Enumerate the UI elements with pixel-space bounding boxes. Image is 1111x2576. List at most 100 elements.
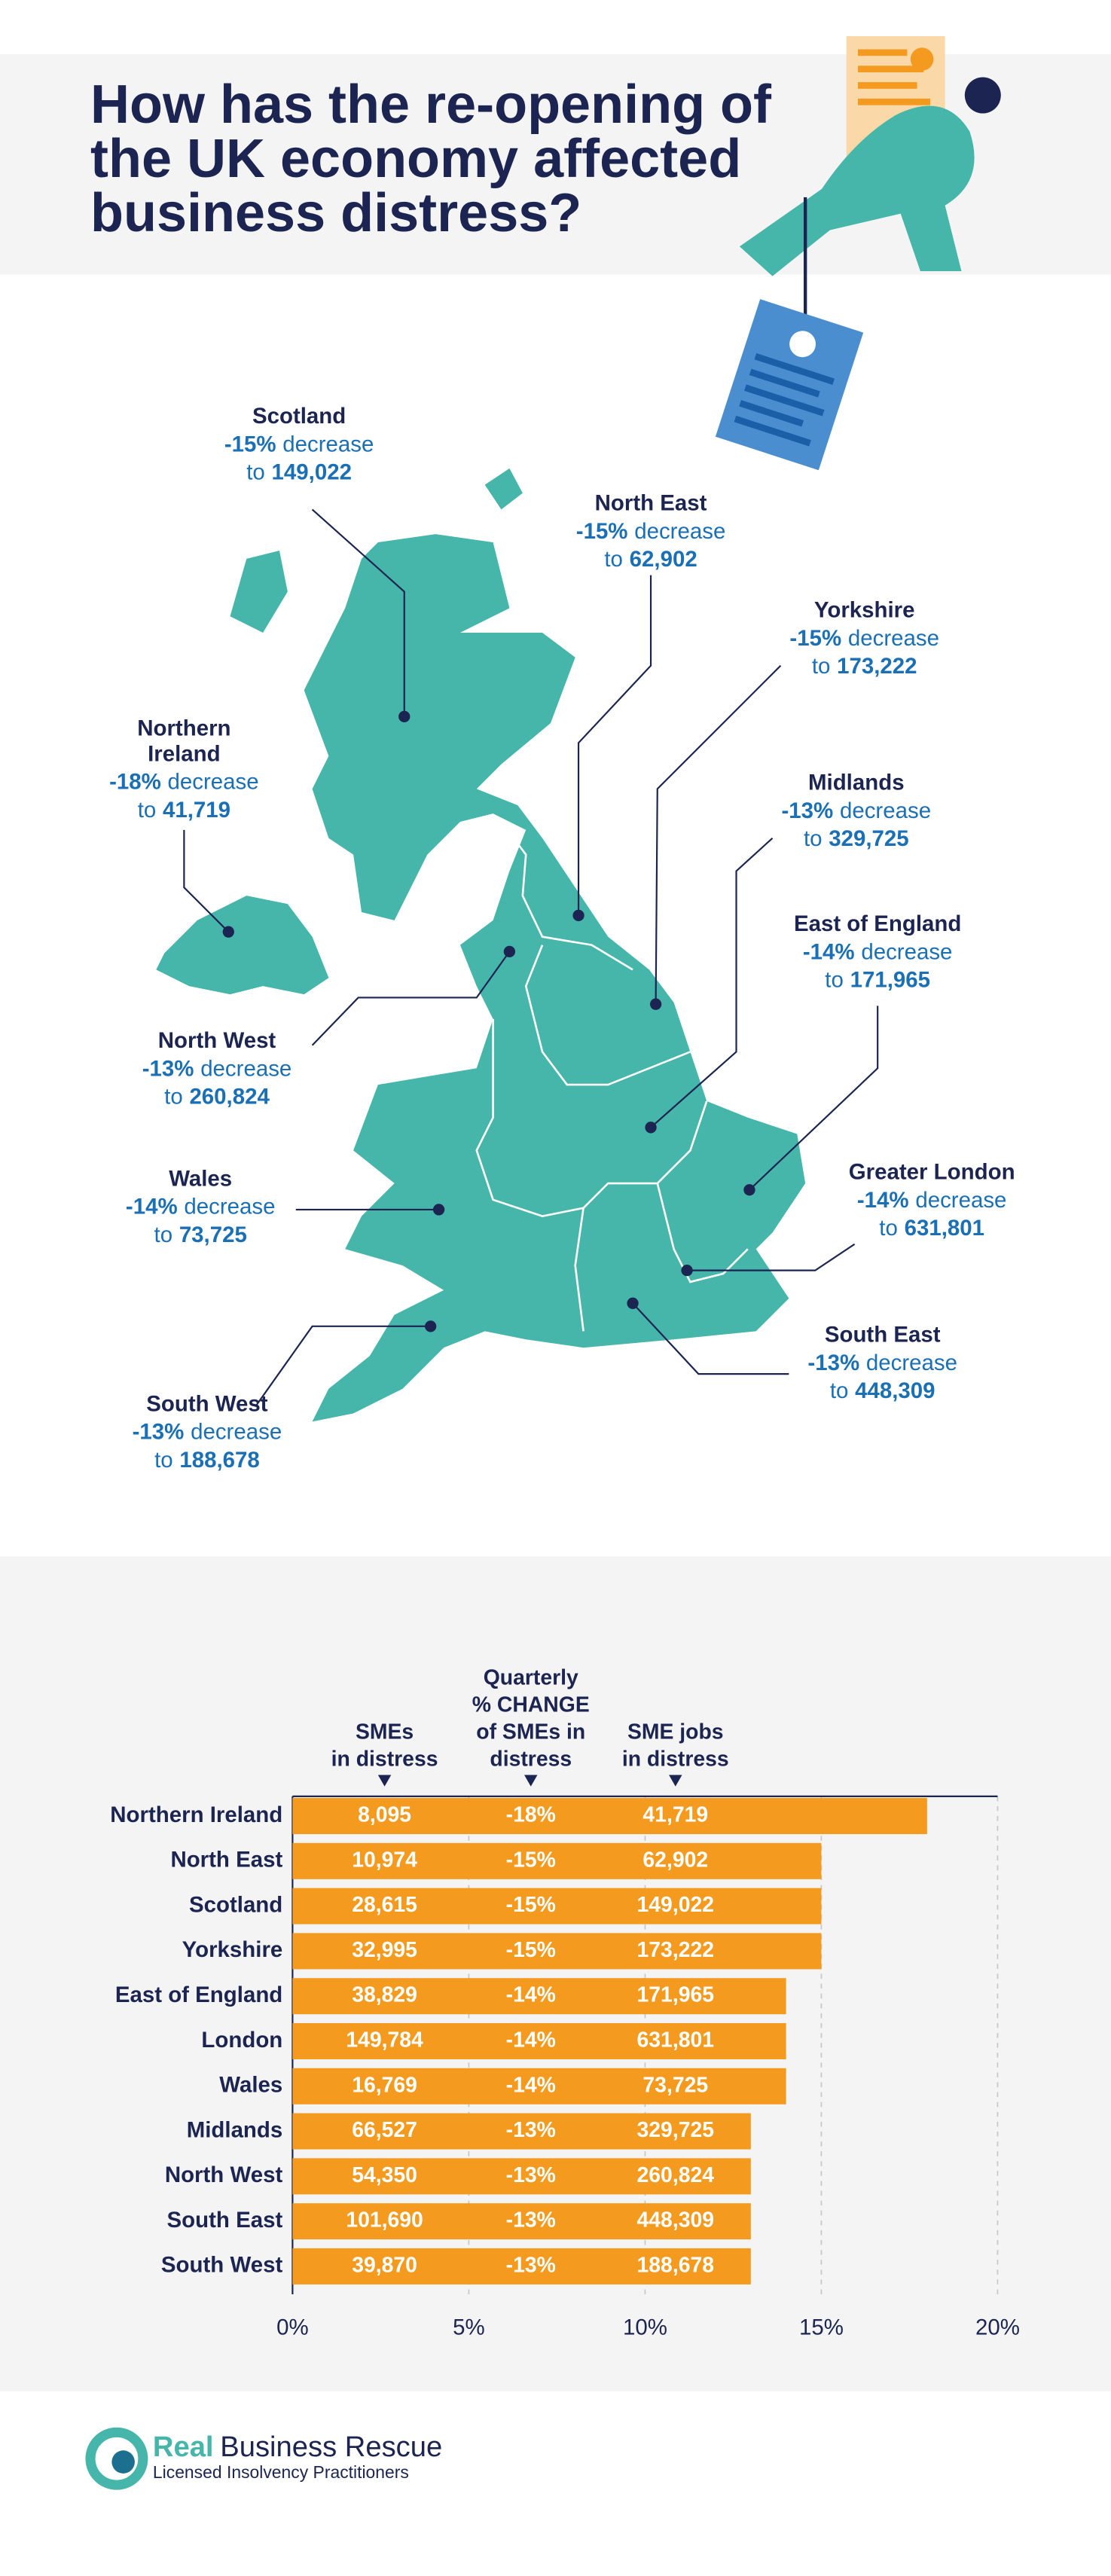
region-value: to 149,022: [246, 459, 352, 484]
region-change: -14% decrease: [857, 1188, 1007, 1213]
table-cell: -13%: [506, 2208, 556, 2233]
region-value: to 260,824: [164, 1084, 270, 1109]
region-name: North East: [595, 491, 707, 516]
table-cell: 32,995: [352, 1938, 417, 1962]
region-dot: [649, 998, 662, 1010]
category-label: Yorkshire: [182, 1937, 283, 1962]
region-name: Northern: [137, 716, 230, 741]
x-tick-label: 10%: [623, 2315, 667, 2340]
islands: [484, 468, 523, 510]
table-cell: 149,022: [637, 1893, 715, 1917]
table-cell: 329,725: [637, 2118, 715, 2142]
change-text: decrease: [168, 769, 259, 794]
leader-line: [632, 1302, 789, 1375]
table-cell: 41,719: [642, 1803, 708, 1827]
region-name: Wales: [169, 1166, 232, 1191]
table-cell: 173,222: [637, 1938, 715, 1962]
region-dot: [572, 909, 584, 921]
region-name: East of England: [794, 911, 961, 936]
table-cell: 54,350: [352, 2163, 417, 2187]
category-label: North West: [165, 2162, 283, 2187]
bar: [292, 1933, 822, 1970]
region-change: -18% decrease: [109, 769, 259, 794]
change-text: decrease: [200, 1056, 291, 1081]
value-text: 73,725: [179, 1222, 247, 1247]
bar: [292, 2068, 786, 2104]
category-label: Scotland: [189, 1892, 282, 1917]
table-cell: -18%: [506, 1803, 556, 1827]
table-cell: -13%: [506, 2253, 556, 2277]
region-value: to 171,965: [825, 967, 930, 992]
leader-line: [311, 508, 405, 717]
category-label: Midlands: [187, 2117, 283, 2142]
region-name: Midlands: [808, 771, 905, 795]
region-name: Yorkshire: [814, 597, 915, 622]
change-pct: -14%: [126, 1195, 178, 1219]
great-britain: [304, 534, 806, 1422]
region-change: -13% decrease: [807, 1351, 957, 1375]
table-cell: 149,784: [346, 2028, 423, 2052]
leader-line: [749, 1006, 879, 1191]
x-tick-label: 15%: [799, 2315, 844, 2340]
bar: [292, 2203, 751, 2240]
change-pct: -13%: [807, 1351, 859, 1375]
header-arrow: [524, 1775, 538, 1787]
region-name: Scotland: [252, 404, 346, 429]
change-pct: -13%: [142, 1056, 194, 1081]
region-name: South West: [146, 1391, 268, 1416]
value-text: 171,965: [850, 967, 930, 992]
bar: [292, 2158, 751, 2195]
leader-line: [687, 1243, 856, 1271]
category-label: South East: [167, 2208, 283, 2233]
x-tick-label: 5%: [453, 2315, 485, 2340]
to-text: to: [604, 547, 623, 572]
change-text: decrease: [861, 939, 952, 964]
category-label: Northern Ireland: [110, 1802, 282, 1827]
to-text: to: [812, 654, 831, 679]
region-dot: [503, 945, 516, 957]
table-cell: 631,801: [637, 2028, 715, 2052]
to-text: to: [246, 459, 265, 484]
to-text: to: [804, 826, 823, 851]
table-cell: 448,309: [637, 2208, 715, 2233]
category-label: Wales: [219, 2073, 282, 2098]
value-text: 260,824: [189, 1084, 270, 1109]
leader-line: [311, 951, 511, 1046]
logo-mark: [111, 2450, 135, 2474]
change-pct: -14%: [857, 1188, 909, 1213]
change-pct: -15%: [576, 519, 628, 544]
x-tick-label: 20%: [975, 2315, 1020, 2340]
brand: Real Business Rescue: [153, 2431, 442, 2463]
category-label: South West: [161, 2253, 283, 2278]
region-change: -15% decrease: [789, 626, 939, 651]
change-text: decrease: [915, 1188, 1006, 1213]
table-cell: -15%: [506, 1848, 556, 1872]
region-value: to 448,309: [830, 1378, 935, 1403]
table-cell: 260,824: [637, 2163, 715, 2187]
leader-line: [577, 575, 652, 916]
table-cell: 62,902: [642, 1848, 708, 1872]
region-dot: [627, 1297, 639, 1309]
region-change: -13% decrease: [782, 798, 932, 823]
change-pct: -13%: [782, 798, 834, 823]
region-change: -13% decrease: [133, 1419, 282, 1444]
table-cell: 101,690: [346, 2208, 423, 2233]
column-header: % CHANGE: [472, 1692, 590, 1717]
region-change: -14% decrease: [803, 939, 953, 964]
x-tick-label: 0%: [276, 2315, 309, 2340]
table-cell: 188,678: [637, 2253, 715, 2277]
to-text: to: [879, 1216, 898, 1241]
region-dot: [681, 1265, 693, 1277]
region-name: Greater London: [849, 1160, 1015, 1185]
table-cell: -13%: [506, 2163, 556, 2187]
region-value: to 188,678: [154, 1448, 260, 1473]
brand-rest: Business Rescue: [220, 2431, 442, 2463]
change-text: decrease: [634, 519, 725, 544]
change-pct: -13%: [133, 1419, 185, 1444]
bar: [292, 1978, 786, 2015]
region-dot: [398, 710, 411, 722]
change-text: decrease: [848, 626, 939, 651]
region-name: North West: [158, 1028, 276, 1053]
region-change: -15% decrease: [576, 519, 726, 544]
